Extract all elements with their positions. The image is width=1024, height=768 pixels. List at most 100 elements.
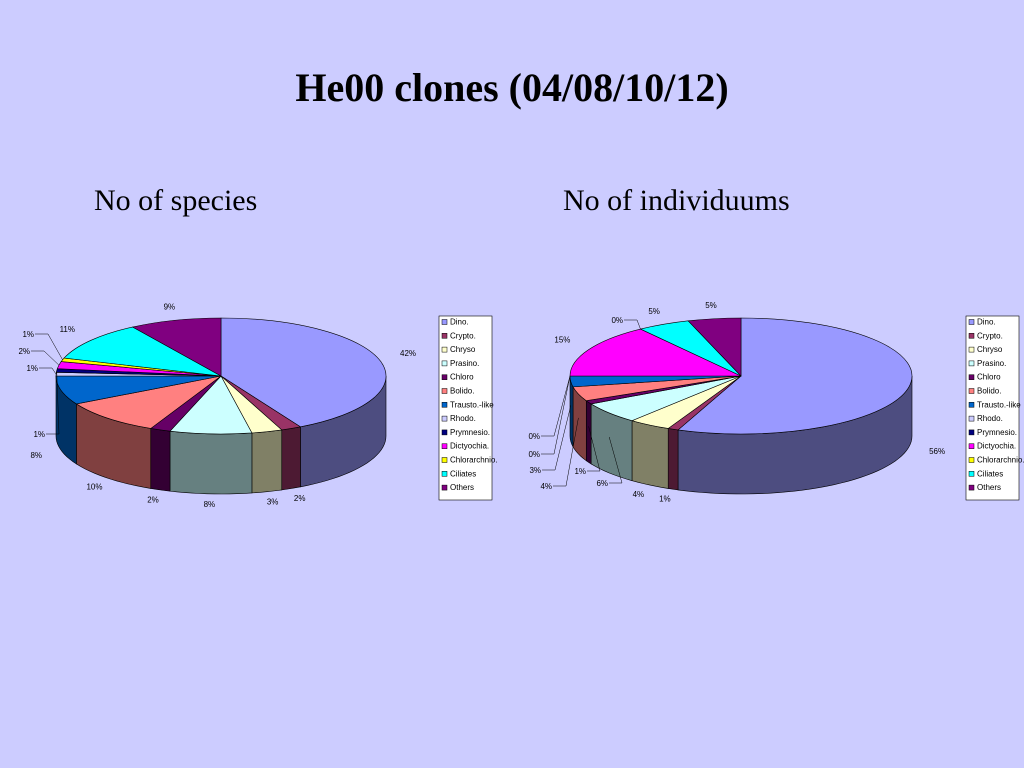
legend-swatch-bolido <box>441 388 448 394</box>
leader-line-bolido <box>553 417 579 487</box>
data-label-dino: 42% <box>400 349 416 358</box>
legend-swatch-crypto <box>968 333 975 339</box>
pie-slice-dictyochia <box>569 328 742 377</box>
data-label-chryso: 3% <box>267 497 279 506</box>
legend-box <box>438 315 493 501</box>
pie-slice-others <box>687 317 742 377</box>
pie-slice-others <box>131 317 222 377</box>
legend-label-crypto: Crypto. <box>977 331 1003 340</box>
legend-label-dino: Dino. <box>450 318 469 327</box>
legend-label-rhodo: Rhodo. <box>977 414 1003 423</box>
legend-swatch-dictyochia <box>441 443 448 449</box>
legend-swatch-others <box>441 484 448 491</box>
legend-swatch-ciliates <box>441 471 448 477</box>
legend-swatch-chryso <box>968 346 975 353</box>
legend-swatch-chloro <box>968 374 975 380</box>
legend-label-bolido: Bolido. <box>450 387 474 396</box>
legend-label-ciliates: Ciliates <box>450 469 476 478</box>
data-label-crypto: 1% <box>659 495 671 504</box>
data-label-prymnesio: 1% <box>33 430 45 439</box>
leader-line-prymnesio <box>541 375 571 437</box>
legend-label-prasino: Prasino. <box>977 359 1006 368</box>
legend-label-chloro: Chloro <box>450 373 474 382</box>
legend-swatch-rhodo <box>968 415 975 422</box>
data-label-bolido: 4% <box>540 482 552 491</box>
data-label-ciliates: 5% <box>648 307 660 316</box>
leader-line-rhodo <box>39 367 57 375</box>
legend-label-rhodo: Rhodo. <box>450 414 476 423</box>
pie-slice-dino <box>677 317 913 435</box>
pie-slice-bolido <box>75 375 222 429</box>
legend-label-chryso: Chryso <box>450 345 476 354</box>
legend-swatch-dictyochia <box>968 443 975 449</box>
data-label-prasino: 6% <box>596 479 608 488</box>
data-label-rhodo: 1% <box>26 364 38 373</box>
legend-label-chlorarchnio: Chlorarchnio. <box>977 456 1024 465</box>
legend-swatch-prymnesio <box>968 429 975 436</box>
legend-label-bolido: Bolido. <box>977 387 1001 396</box>
legend-swatch-dino <box>441 319 448 325</box>
leader-line-chlorarchnio <box>35 333 63 360</box>
legend-label-prasino: Prasino. <box>450 359 479 368</box>
data-label-prymnesio: 0% <box>528 432 540 441</box>
legend: Dino. Crypto. Chryso Prasino. Chloro Bolido. T… <box>965 315 1024 501</box>
legend-label-dictyochia: Dictyochia. <box>450 442 489 451</box>
data-label-chlorarchnio: 1% <box>22 330 34 339</box>
legend: Dino. Crypto. Chryso Prasino. Chloro Bolido. T… <box>438 315 498 501</box>
chart-subtitle-individuums: No of individuums <box>563 184 790 217</box>
data-label-rhodo: 0% <box>528 450 540 459</box>
legend-label-chloro: Chloro <box>977 373 1001 382</box>
leader-line-trausto-like <box>542 405 572 471</box>
leader-line-prymnesio <box>46 370 60 435</box>
leader-line-chloro <box>587 426 601 472</box>
data-label-prasino: 8% <box>204 500 216 509</box>
pie-side-chryso <box>631 420 669 489</box>
data-label-chryso: 4% <box>633 490 645 499</box>
pie-slice-ciliates <box>63 326 222 377</box>
data-label-others: 9% <box>164 303 176 312</box>
data-label-chloro: 1% <box>574 467 586 476</box>
legend-label-prymnesio: Prymnesio. <box>450 428 490 437</box>
legend-swatch-ciliates <box>968 471 975 477</box>
data-label-chloro: 2% <box>147 495 159 504</box>
legend-swatch-prymnesio <box>441 429 448 436</box>
legend-swatch-bolido <box>968 388 975 394</box>
data-label-trausto-like: 8% <box>30 451 42 460</box>
legend-swatch-dino <box>968 319 975 325</box>
legend-swatch-chryso <box>441 346 448 353</box>
legend-label-dino: Dino. <box>977 318 996 327</box>
legend-swatch-crypto <box>441 333 448 339</box>
legend-label-chlorarchnio: Chlorarchnio. <box>450 456 498 465</box>
legend-label-prymnesio: Prymnesio. <box>977 428 1017 437</box>
leader-line-rhodo <box>541 375 571 455</box>
legend-swatch-chlorarchnio <box>968 457 975 463</box>
data-label-chlorarchnio: 0% <box>611 316 623 325</box>
data-label-ciliates: 11% <box>60 325 75 334</box>
leader-line-dictyochia <box>31 350 60 366</box>
legend-label-others: Others <box>450 483 474 492</box>
legend-box <box>965 315 1020 501</box>
data-label-dino: 56% <box>929 447 945 456</box>
legend-label-ciliates: Ciliates <box>977 469 1003 478</box>
legend-label-others: Others <box>977 483 1001 492</box>
legend-swatch-trausto-like <box>441 402 448 408</box>
slide-title: He00 clones (04/08/10/12) <box>295 65 729 110</box>
legend-label-trausto-like: Trausto.-like <box>977 400 1021 409</box>
legend-swatch-others <box>968 484 975 491</box>
legend-label-chryso: Chryso <box>977 345 1003 354</box>
legend-label-trausto-like: Trausto.-like <box>450 400 494 409</box>
leader-line-prasino <box>608 436 623 484</box>
data-label-dictyochia: 2% <box>18 347 30 356</box>
data-label-dictyochia: 15% <box>554 336 570 345</box>
legend-swatch-chloro <box>441 374 448 380</box>
data-label-trausto-like: 3% <box>529 466 541 475</box>
leader-line-chlorarchnio <box>624 319 641 330</box>
legend-swatch-prasino <box>968 360 975 367</box>
legend-label-crypto: Crypto. <box>450 331 476 340</box>
pie-side-chloro <box>585 400 592 465</box>
pie-slice-dino <box>220 317 387 428</box>
data-label-crypto: 2% <box>294 494 306 503</box>
legend-swatch-rhodo <box>441 415 448 422</box>
